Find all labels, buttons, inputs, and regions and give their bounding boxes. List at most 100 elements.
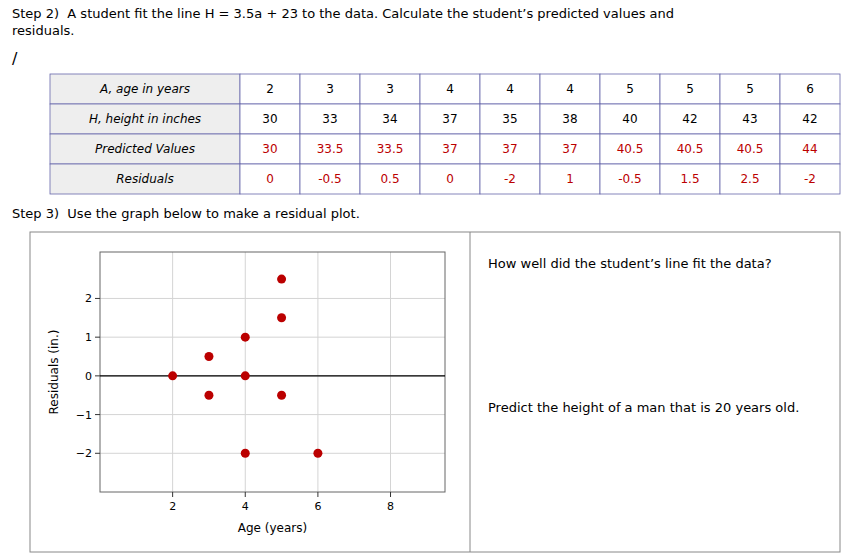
cell-value: 1.5 — [680, 172, 699, 186]
cell-value: -2 — [804, 172, 816, 186]
cell-value: 40.5 — [617, 142, 644, 156]
table-cell — [780, 164, 840, 194]
title: Step 3) Use the graph below to make a re… — [12, 206, 360, 221]
table-cell — [720, 74, 780, 104]
tick — [317, 492, 318, 497]
table-cell — [600, 74, 660, 104]
row-label: H, height in inches — [89, 112, 201, 126]
table-cell — [480, 134, 540, 164]
cell-value: 5 — [626, 82, 634, 96]
tick — [95, 453, 100, 454]
cell-value: 33.5 — [317, 142, 344, 156]
cell-value: 1 — [566, 172, 574, 186]
cell-value: 0 — [266, 172, 274, 186]
cell-value: 6 — [806, 82, 814, 96]
cell-value: 40.5 — [737, 142, 764, 156]
table-cell — [660, 74, 720, 104]
point — [277, 313, 286, 322]
points — [168, 275, 322, 458]
annotation: / — [12, 49, 18, 68]
title: Step 2) A student fit the line H = 3.5a … — [12, 6, 674, 38]
cell-value: 37 — [502, 142, 517, 156]
row-label: A, age in years — [99, 82, 190, 96]
cell-value: 5 — [686, 82, 694, 96]
table-cell — [540, 104, 600, 134]
table-cell — [420, 134, 480, 164]
divider — [470, 232, 471, 552]
row-label-cell — [50, 74, 240, 104]
grid-line — [100, 453, 445, 454]
cell-value: -0.5 — [618, 172, 641, 186]
grid-line — [100, 414, 445, 415]
table-cell — [300, 164, 360, 194]
table-cell — [480, 104, 540, 134]
cell-value: 33 — [322, 112, 337, 126]
cell-value: -2 — [504, 172, 516, 186]
tick-label: 0 — [85, 370, 92, 383]
cell-value: 37 — [442, 142, 457, 156]
cell-value: 40 — [622, 112, 637, 126]
cell-value: 2 — [266, 82, 274, 96]
cell-value: -0.5 — [318, 172, 341, 186]
grid-line — [100, 337, 445, 338]
tick-label: 2 — [85, 292, 92, 305]
table-cell — [540, 74, 600, 104]
point — [277, 275, 286, 284]
outer-box — [30, 232, 840, 552]
cell-value: 34 — [382, 112, 397, 126]
row-label: Predicted Values — [95, 142, 195, 156]
cell-value: 2.5 — [740, 172, 759, 186]
axis-label: Residuals (in.) — [47, 330, 61, 415]
tick-label: 6 — [314, 500, 321, 513]
cell-value: 0 — [446, 172, 454, 186]
grid-line — [100, 298, 445, 299]
question: How well did the student’s line fit the … — [488, 256, 772, 271]
table-cell — [780, 104, 840, 134]
table-cell — [360, 74, 420, 104]
table-cell — [480, 164, 540, 194]
table-cell — [360, 134, 420, 164]
cell-value: 30 — [262, 142, 277, 156]
cell-value: 37 — [442, 112, 457, 126]
table-cell — [360, 104, 420, 134]
point — [241, 371, 250, 380]
tick-label: 2 — [169, 500, 176, 513]
cell-value: 42 — [802, 112, 817, 126]
table-cell — [720, 134, 780, 164]
cell-value: 44 — [802, 142, 817, 156]
tick — [95, 375, 100, 376]
row-label: Residuals — [116, 172, 173, 186]
table-cell — [300, 74, 360, 104]
row-label-cell — [50, 104, 240, 134]
table-cell — [240, 104, 300, 134]
table-cell — [540, 164, 600, 194]
point — [313, 449, 322, 458]
table-cell — [540, 134, 600, 164]
tick — [95, 337, 100, 338]
table-cell — [660, 104, 720, 134]
plot-frame — [100, 252, 445, 492]
cell-value: 5 — [746, 82, 754, 96]
table-cell — [420, 164, 480, 194]
point — [168, 371, 177, 380]
tick — [95, 298, 100, 299]
table-cell — [660, 164, 720, 194]
tick-label: 8 — [387, 500, 394, 513]
cell-value: 3 — [326, 82, 334, 96]
table-cell — [240, 164, 300, 194]
table-cell — [720, 164, 780, 194]
table-cell — [780, 134, 840, 164]
tick — [390, 492, 391, 497]
point — [204, 352, 213, 361]
table-cell — [600, 164, 660, 194]
table-cell — [300, 134, 360, 164]
cell-value: 38 — [562, 112, 577, 126]
point — [204, 391, 213, 400]
table-cell — [240, 134, 300, 164]
cell-value: 4 — [506, 82, 514, 96]
cell-value: 43 — [742, 112, 757, 126]
table-cell — [780, 74, 840, 104]
table-cell — [720, 104, 780, 134]
table-cell — [360, 164, 420, 194]
tick-label: 1 — [85, 331, 92, 344]
